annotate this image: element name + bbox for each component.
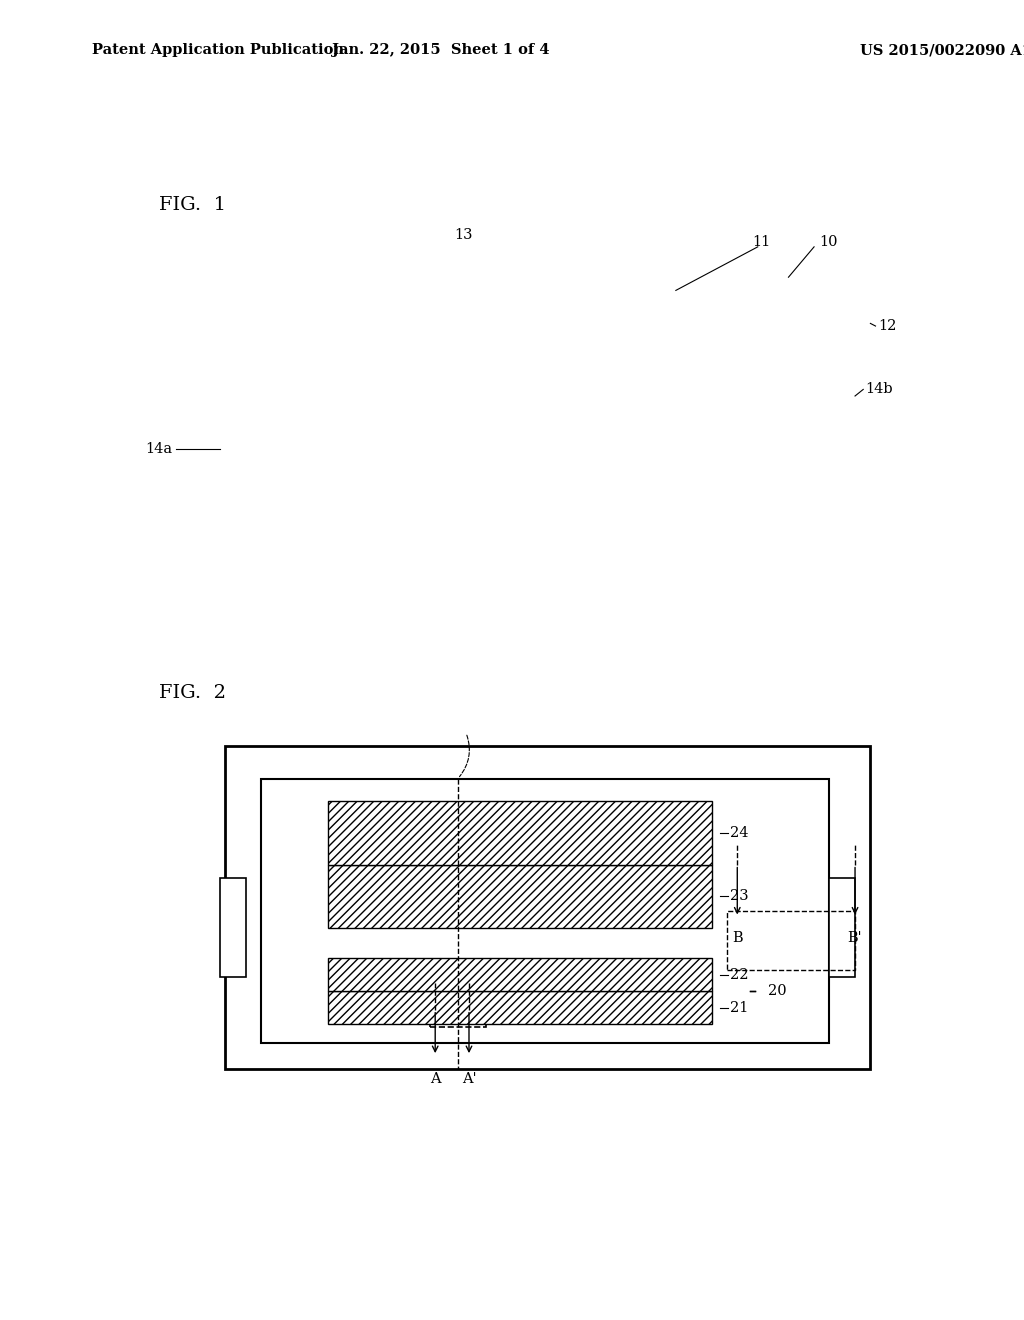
Text: 11: 11 [753,235,771,248]
Text: 13: 13 [455,228,473,242]
Text: B': B' [848,931,862,945]
Bar [328,991,712,1024]
Text: 14b: 14b [865,383,893,396]
Bar [430,1001,486,1027]
Text: 24: 24 [730,826,749,840]
Bar [328,865,712,928]
Text: 10: 10 [819,235,838,248]
Text: FIG.  1: FIG. 1 [159,195,225,214]
Text: 23: 23 [730,890,749,903]
Bar [328,958,712,991]
Text: 20: 20 [768,985,786,998]
Text: A: A [430,1072,440,1086]
Text: Jan. 22, 2015  Sheet 1 of 4: Jan. 22, 2015 Sheet 1 of 4 [332,44,549,57]
Bar [727,911,855,970]
Text: B: B [732,931,742,945]
Bar [328,801,712,865]
Bar [261,779,829,1043]
Text: 12: 12 [879,319,897,333]
Text: FIG.  2: FIG. 2 [159,684,225,702]
Text: US 2015/0022090 A1: US 2015/0022090 A1 [860,44,1024,57]
Bar [829,878,855,977]
Bar [220,878,246,977]
Text: Patent Application Publication: Patent Application Publication [92,44,344,57]
Bar [225,746,870,1069]
Text: 14a: 14a [145,442,172,455]
Text: A': A' [462,1072,476,1086]
Text: 21: 21 [730,1001,749,1015]
Text: 22: 22 [730,968,749,982]
